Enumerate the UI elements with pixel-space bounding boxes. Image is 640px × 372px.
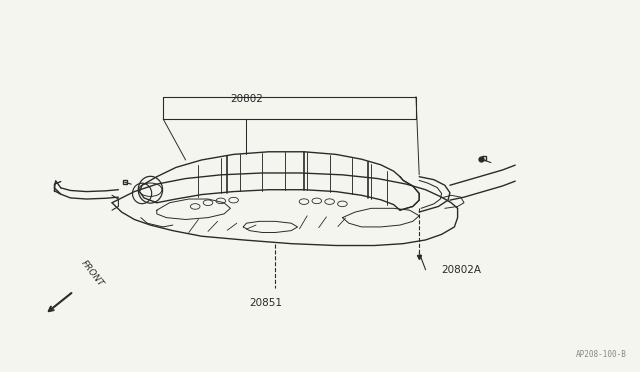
Text: 20802A: 20802A xyxy=(442,265,482,275)
Text: FRONT: FRONT xyxy=(79,259,105,288)
Text: 20851: 20851 xyxy=(249,298,282,308)
Text: AP208-100-B: AP208-100-B xyxy=(577,350,627,359)
Text: 20802: 20802 xyxy=(230,94,263,103)
